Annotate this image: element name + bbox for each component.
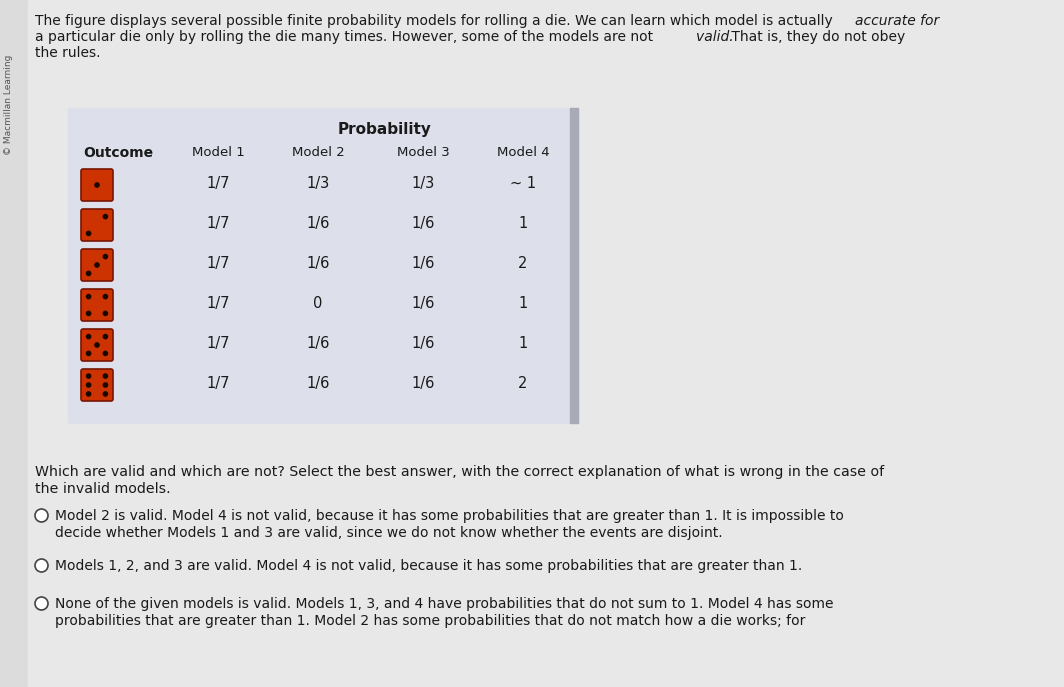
Text: 1/3: 1/3 (412, 176, 434, 191)
Text: decide whether Models 1 and 3 are valid, since we do not know whether the events: decide whether Models 1 and 3 are valid,… (55, 526, 722, 540)
Text: © Macmillan Learning: © Macmillan Learning (4, 55, 14, 155)
Circle shape (103, 335, 107, 339)
Text: 1/6: 1/6 (306, 336, 330, 351)
Circle shape (86, 335, 90, 339)
Text: 1/7: 1/7 (206, 256, 230, 271)
Circle shape (103, 254, 107, 259)
Text: Model 1: Model 1 (192, 146, 245, 159)
Text: 1: 1 (518, 216, 528, 231)
Text: None of the given models is valid. Models 1, 3, and 4 have probabilities that do: None of the given models is valid. Model… (55, 597, 833, 611)
Text: accurate for: accurate for (855, 14, 940, 28)
Text: probabilities that are greater than 1. Model 2 has some probabilities that do no: probabilities that are greater than 1. M… (55, 614, 805, 628)
Text: 1/6: 1/6 (306, 376, 330, 391)
Circle shape (103, 374, 107, 378)
Circle shape (86, 392, 90, 396)
Text: Models 1, 2, and 3 are valid. Model 4 is not valid, because it has some probabil: Models 1, 2, and 3 are valid. Model 4 is… (55, 559, 802, 573)
Text: 2: 2 (518, 256, 528, 271)
Text: Which are valid and which are not? Select the best answer, with the correct expl: Which are valid and which are not? Selec… (35, 465, 884, 479)
Text: 1/7: 1/7 (206, 216, 230, 231)
Text: valid.: valid. (696, 30, 733, 44)
Text: Outcome: Outcome (83, 146, 153, 160)
Bar (570, 108, 578, 423)
FancyBboxPatch shape (81, 329, 113, 361)
Text: Model 2 is valid. Model 4 is not valid, because it has some probabilities that a: Model 2 is valid. Model 4 is not valid, … (55, 509, 844, 523)
Text: That is, they do not obey: That is, they do not obey (727, 30, 905, 44)
Circle shape (103, 351, 107, 355)
Text: 1: 1 (518, 336, 528, 351)
Text: the invalid models.: the invalid models. (35, 482, 170, 496)
Circle shape (86, 374, 90, 378)
Circle shape (103, 392, 107, 396)
Circle shape (35, 597, 48, 610)
Text: The figure displays several possible finite probability models for rolling a die: The figure displays several possible fin… (35, 14, 837, 28)
Text: 1/6: 1/6 (306, 256, 330, 271)
Text: 1: 1 (518, 296, 528, 311)
Text: a particular die only by rolling the die many times. However, some of the models: a particular die only by rolling the die… (35, 30, 658, 44)
Text: 1/7: 1/7 (206, 296, 230, 311)
Circle shape (35, 559, 48, 572)
Text: 1/3: 1/3 (306, 176, 330, 191)
Circle shape (86, 232, 90, 236)
FancyBboxPatch shape (81, 209, 113, 241)
Text: 1/6: 1/6 (412, 376, 435, 391)
Circle shape (95, 343, 99, 347)
Circle shape (95, 183, 99, 187)
Text: 1/6: 1/6 (412, 336, 435, 351)
Text: 1/7: 1/7 (206, 376, 230, 391)
Text: Probability: Probability (337, 122, 431, 137)
Text: the rules.: the rules. (35, 46, 100, 60)
Circle shape (86, 295, 90, 299)
Circle shape (35, 509, 48, 522)
Circle shape (86, 383, 90, 387)
Text: 1/6: 1/6 (412, 216, 435, 231)
Circle shape (86, 271, 90, 275)
FancyBboxPatch shape (81, 289, 113, 321)
Text: Model 4: Model 4 (497, 146, 549, 159)
Circle shape (103, 295, 107, 299)
Text: ~ 1: ~ 1 (510, 176, 536, 191)
Text: Model 2: Model 2 (292, 146, 345, 159)
FancyBboxPatch shape (81, 169, 113, 201)
Circle shape (86, 351, 90, 355)
Text: 1/6: 1/6 (412, 256, 435, 271)
Text: 2: 2 (518, 376, 528, 391)
Circle shape (103, 214, 107, 218)
Text: 1/6: 1/6 (306, 216, 330, 231)
Bar (68, 108, 578, 423)
Text: 0: 0 (313, 296, 322, 311)
Text: 1/6: 1/6 (412, 296, 435, 311)
FancyBboxPatch shape (81, 249, 113, 281)
Circle shape (95, 263, 99, 267)
Text: 1/7: 1/7 (206, 176, 230, 191)
Circle shape (103, 311, 107, 315)
FancyBboxPatch shape (81, 369, 113, 401)
Text: 1/7: 1/7 (206, 336, 230, 351)
Text: Model 3: Model 3 (397, 146, 449, 159)
Circle shape (86, 311, 90, 315)
Circle shape (103, 383, 107, 387)
